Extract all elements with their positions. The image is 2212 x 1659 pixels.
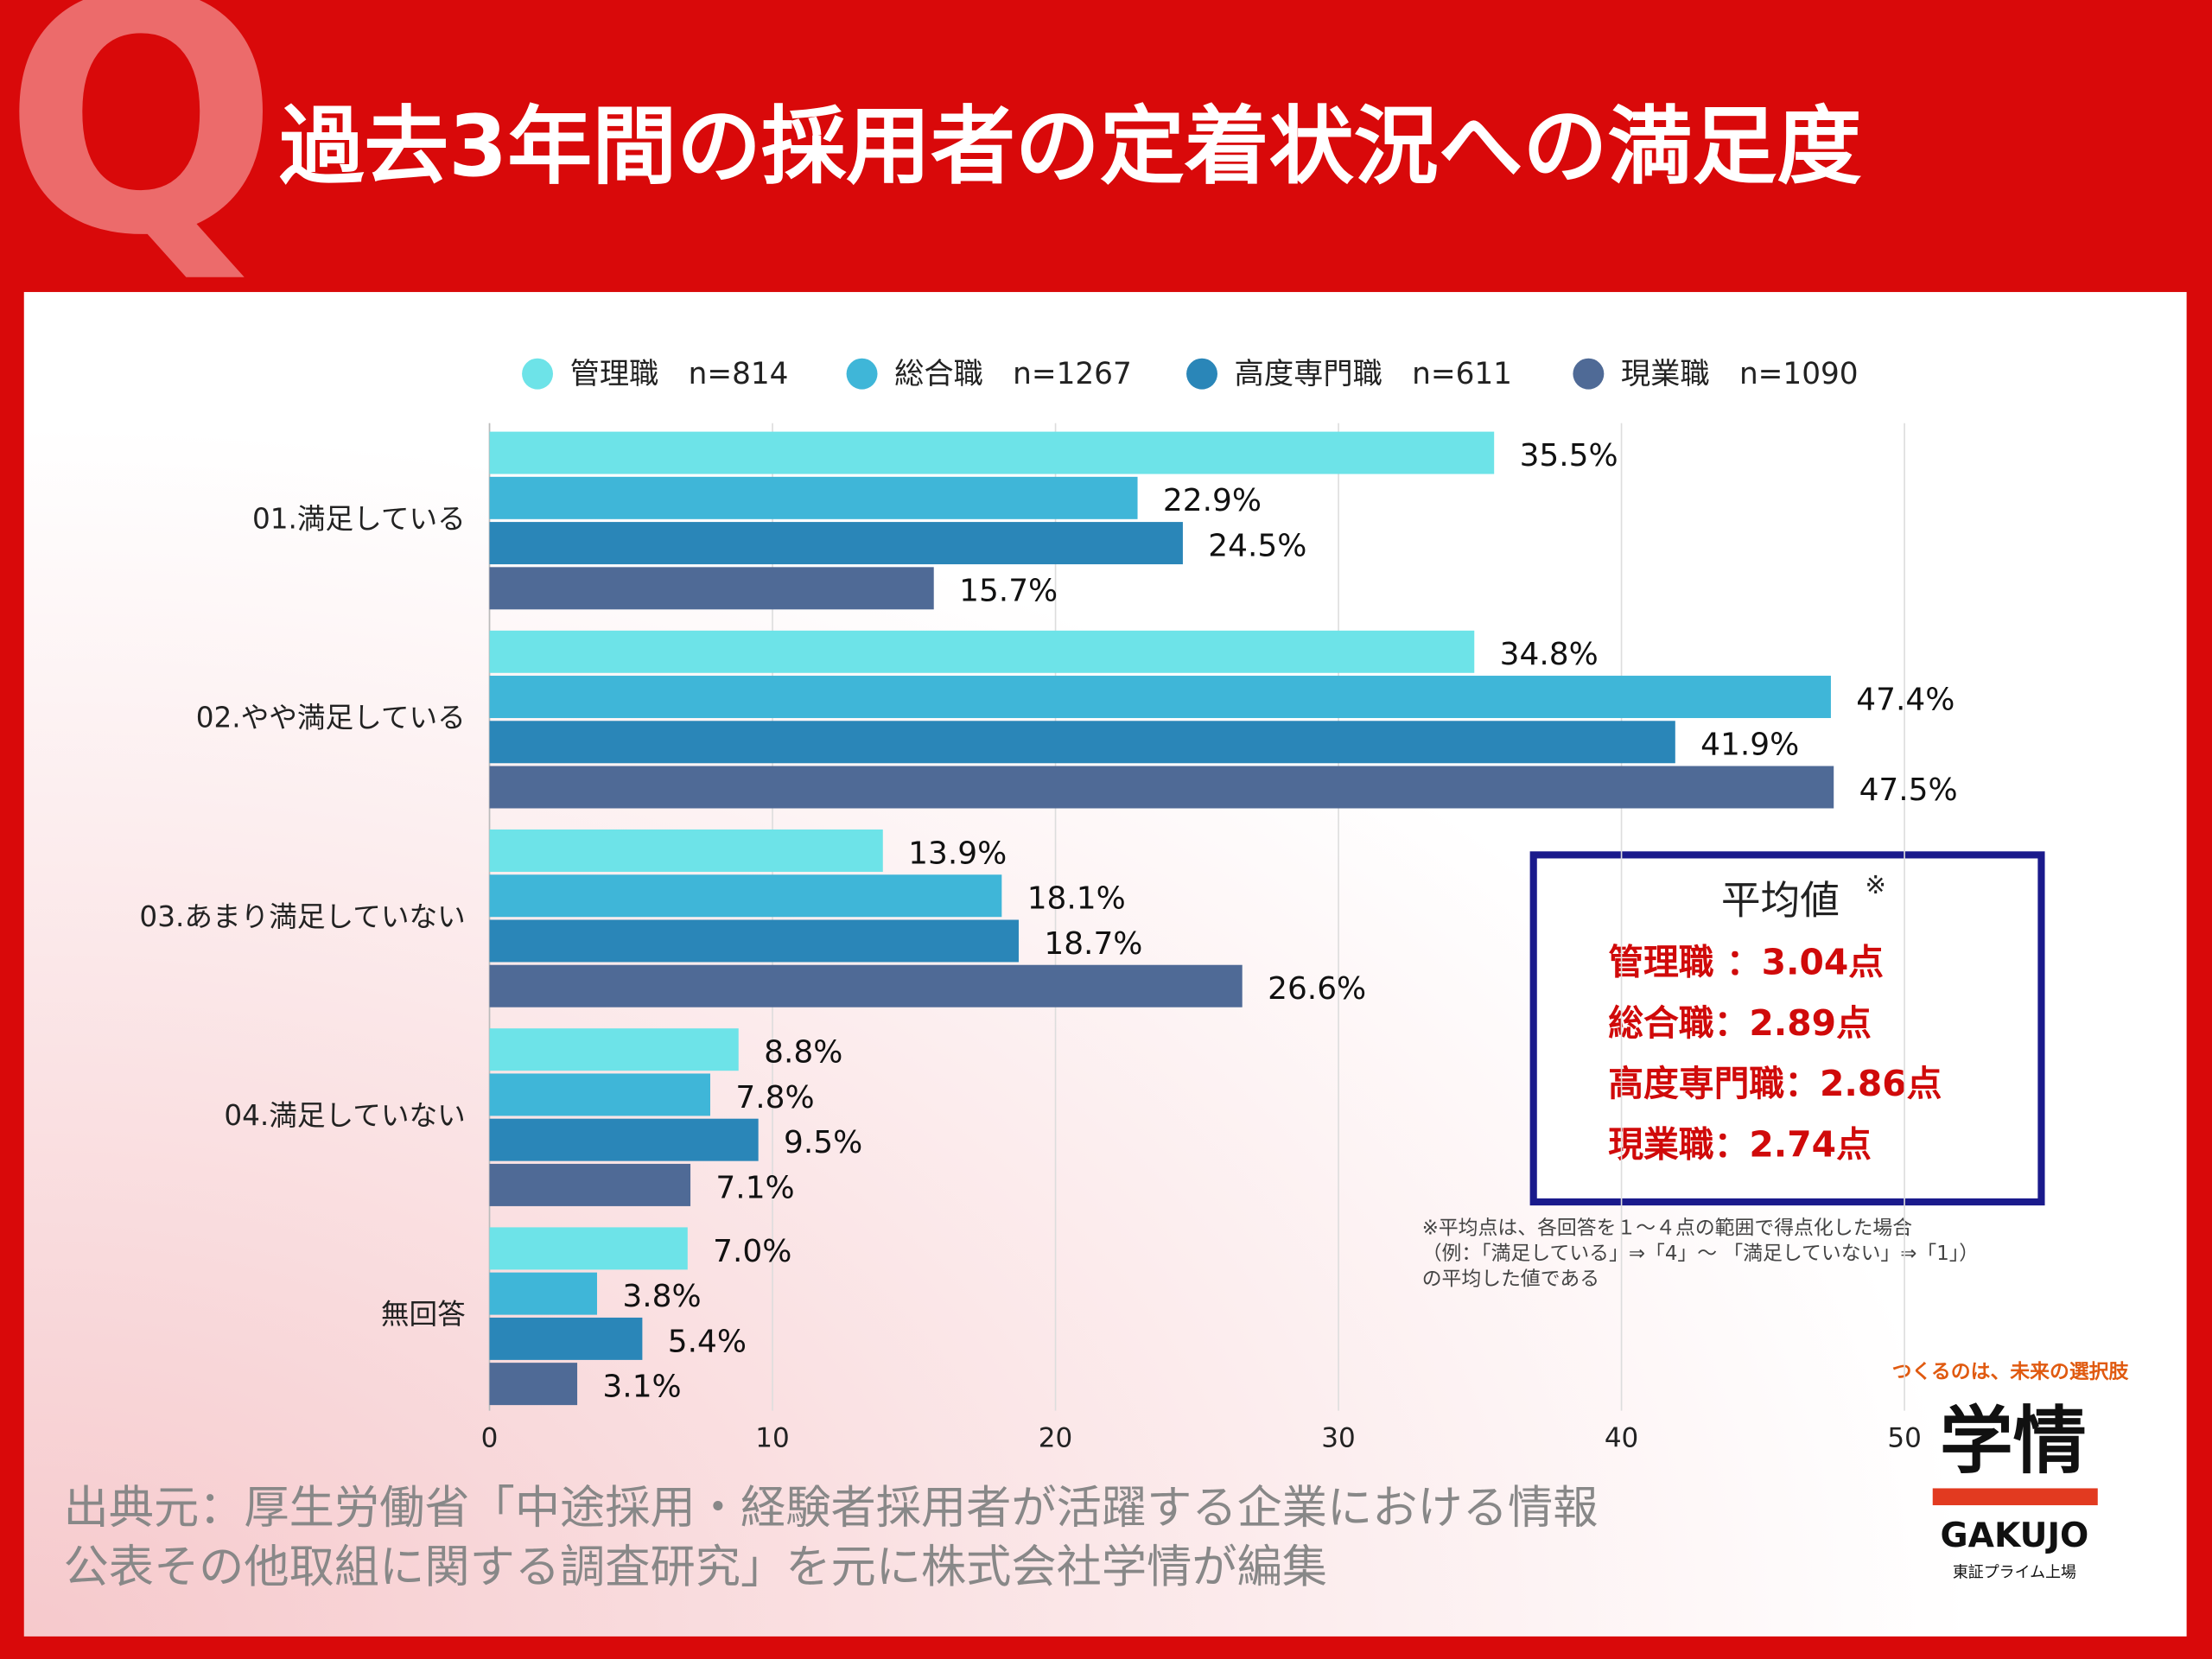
source: 出典元：厚生労働省「中途採用・経験者採用者が活躍する企業における情報: [63, 1483, 1598, 1535]
footnote: の平均した値である: [1422, 1268, 1599, 1290]
logo-bar: [1932, 1488, 2098, 1506]
logo-name: 学情: [1940, 1399, 2087, 1484]
legend-label: 管理職 n=814: [570, 357, 789, 391]
footnote: ※平均点は、各回答を１～４点の範囲で得点化した場合: [1422, 1217, 1913, 1240]
x-tick-label: 20: [1039, 1422, 1072, 1453]
value-label: 34.8%: [1500, 637, 1599, 672]
value-label: 26.6%: [1268, 971, 1366, 1007]
logo-roman: GAKUJO: [1941, 1516, 2089, 1555]
value-label: 15.7%: [959, 574, 1058, 609]
value-label: 3.1%: [602, 1370, 681, 1405]
value-label: 47.4%: [1856, 682, 1955, 717]
bar: [489, 522, 1183, 565]
bar: [489, 1118, 759, 1161]
bar: [489, 1227, 688, 1270]
category-label: 01.満足している: [252, 502, 466, 535]
source: 公表その他取組に関する調査研究」を元に株式会社学情が編集: [63, 1541, 1327, 1593]
average-box: [1529, 851, 2045, 1206]
legend-dot: [1573, 358, 1605, 390]
legend-label: 高度専門職 n=611: [1235, 357, 1512, 391]
legend-dot: [1186, 358, 1217, 390]
legend-dot: [522, 358, 553, 390]
value-label: 22.9%: [1163, 483, 1262, 518]
value-label: 24.5%: [1208, 528, 1306, 563]
category-label: 無回答: [381, 1298, 466, 1331]
title: 過去3年間の採用者の定着状況への満足度: [279, 98, 1861, 196]
legend-label: 現業職 n=1090: [1621, 357, 1859, 391]
value-label: 7.1%: [715, 1170, 794, 1205]
bar: [489, 964, 1243, 1007]
x-tick-label: 0: [481, 1422, 499, 1453]
badge: Q: [3, 0, 279, 307]
bar: [489, 431, 1495, 474]
bar: [489, 676, 1831, 719]
category-label: 02.やや満足している: [196, 702, 466, 734]
bar: [489, 1317, 643, 1360]
value-label: 7.0%: [713, 1234, 791, 1269]
average-line: 現業職：2.74点: [1608, 1123, 1872, 1165]
bar: [489, 1363, 578, 1406]
x-tick-label: 50: [1887, 1422, 1921, 1453]
category-label: 03.あまり満足していない: [139, 900, 465, 933]
bar: [489, 1028, 739, 1071]
bar: [489, 919, 1019, 963]
bar: [489, 830, 883, 872]
value-label: 5.4%: [668, 1324, 747, 1359]
value-label: 47.5%: [1859, 772, 1958, 808]
logo-tagline: つくるのは、未来の選択肢: [1892, 1361, 2130, 1383]
legend-dot: [846, 358, 878, 390]
bar: [489, 721, 1675, 764]
value-label: 41.9%: [1700, 728, 1799, 763]
logo-listing: 東証プライム上場: [1953, 1563, 2076, 1581]
value-label: 7.8%: [735, 1080, 814, 1116]
value-label: 35.5%: [1520, 438, 1618, 474]
bar: [489, 476, 1138, 519]
x-tick-label: 30: [1321, 1422, 1355, 1453]
x-tick-label: 40: [1605, 1422, 1638, 1453]
bar: [489, 567, 934, 610]
bar: [489, 874, 1002, 918]
category-label: 04.満足していない: [224, 1099, 465, 1132]
legend-label: 総合職 n=1267: [894, 357, 1132, 391]
x-tick-label: 10: [755, 1422, 789, 1453]
bar: [489, 1272, 597, 1315]
average-title: 平均値: [1721, 877, 1840, 923]
average-line: 総合職：2.89点: [1608, 1002, 1872, 1044]
value-label: 18.1%: [1027, 881, 1126, 917]
bar: [489, 1073, 710, 1116]
value-label: 8.8%: [764, 1035, 842, 1071]
bar: [489, 766, 1834, 809]
value-label: 9.5%: [784, 1125, 862, 1160]
value-label: 3.8%: [622, 1279, 701, 1314]
average-line: 管理職 ：3.04点: [1608, 942, 1884, 983]
average-mark: ※: [1865, 870, 1886, 899]
value-label: 13.9%: [908, 836, 1007, 871]
bar: [489, 630, 1475, 673]
average-line: 高度専門職：2.86点: [1608, 1063, 1942, 1104]
value-label: 18.7%: [1044, 926, 1142, 962]
footnote: （例：「満足している」⇒「4」～ 「満足していない」⇒「1」）: [1422, 1243, 1979, 1265]
bar: [489, 1163, 691, 1206]
